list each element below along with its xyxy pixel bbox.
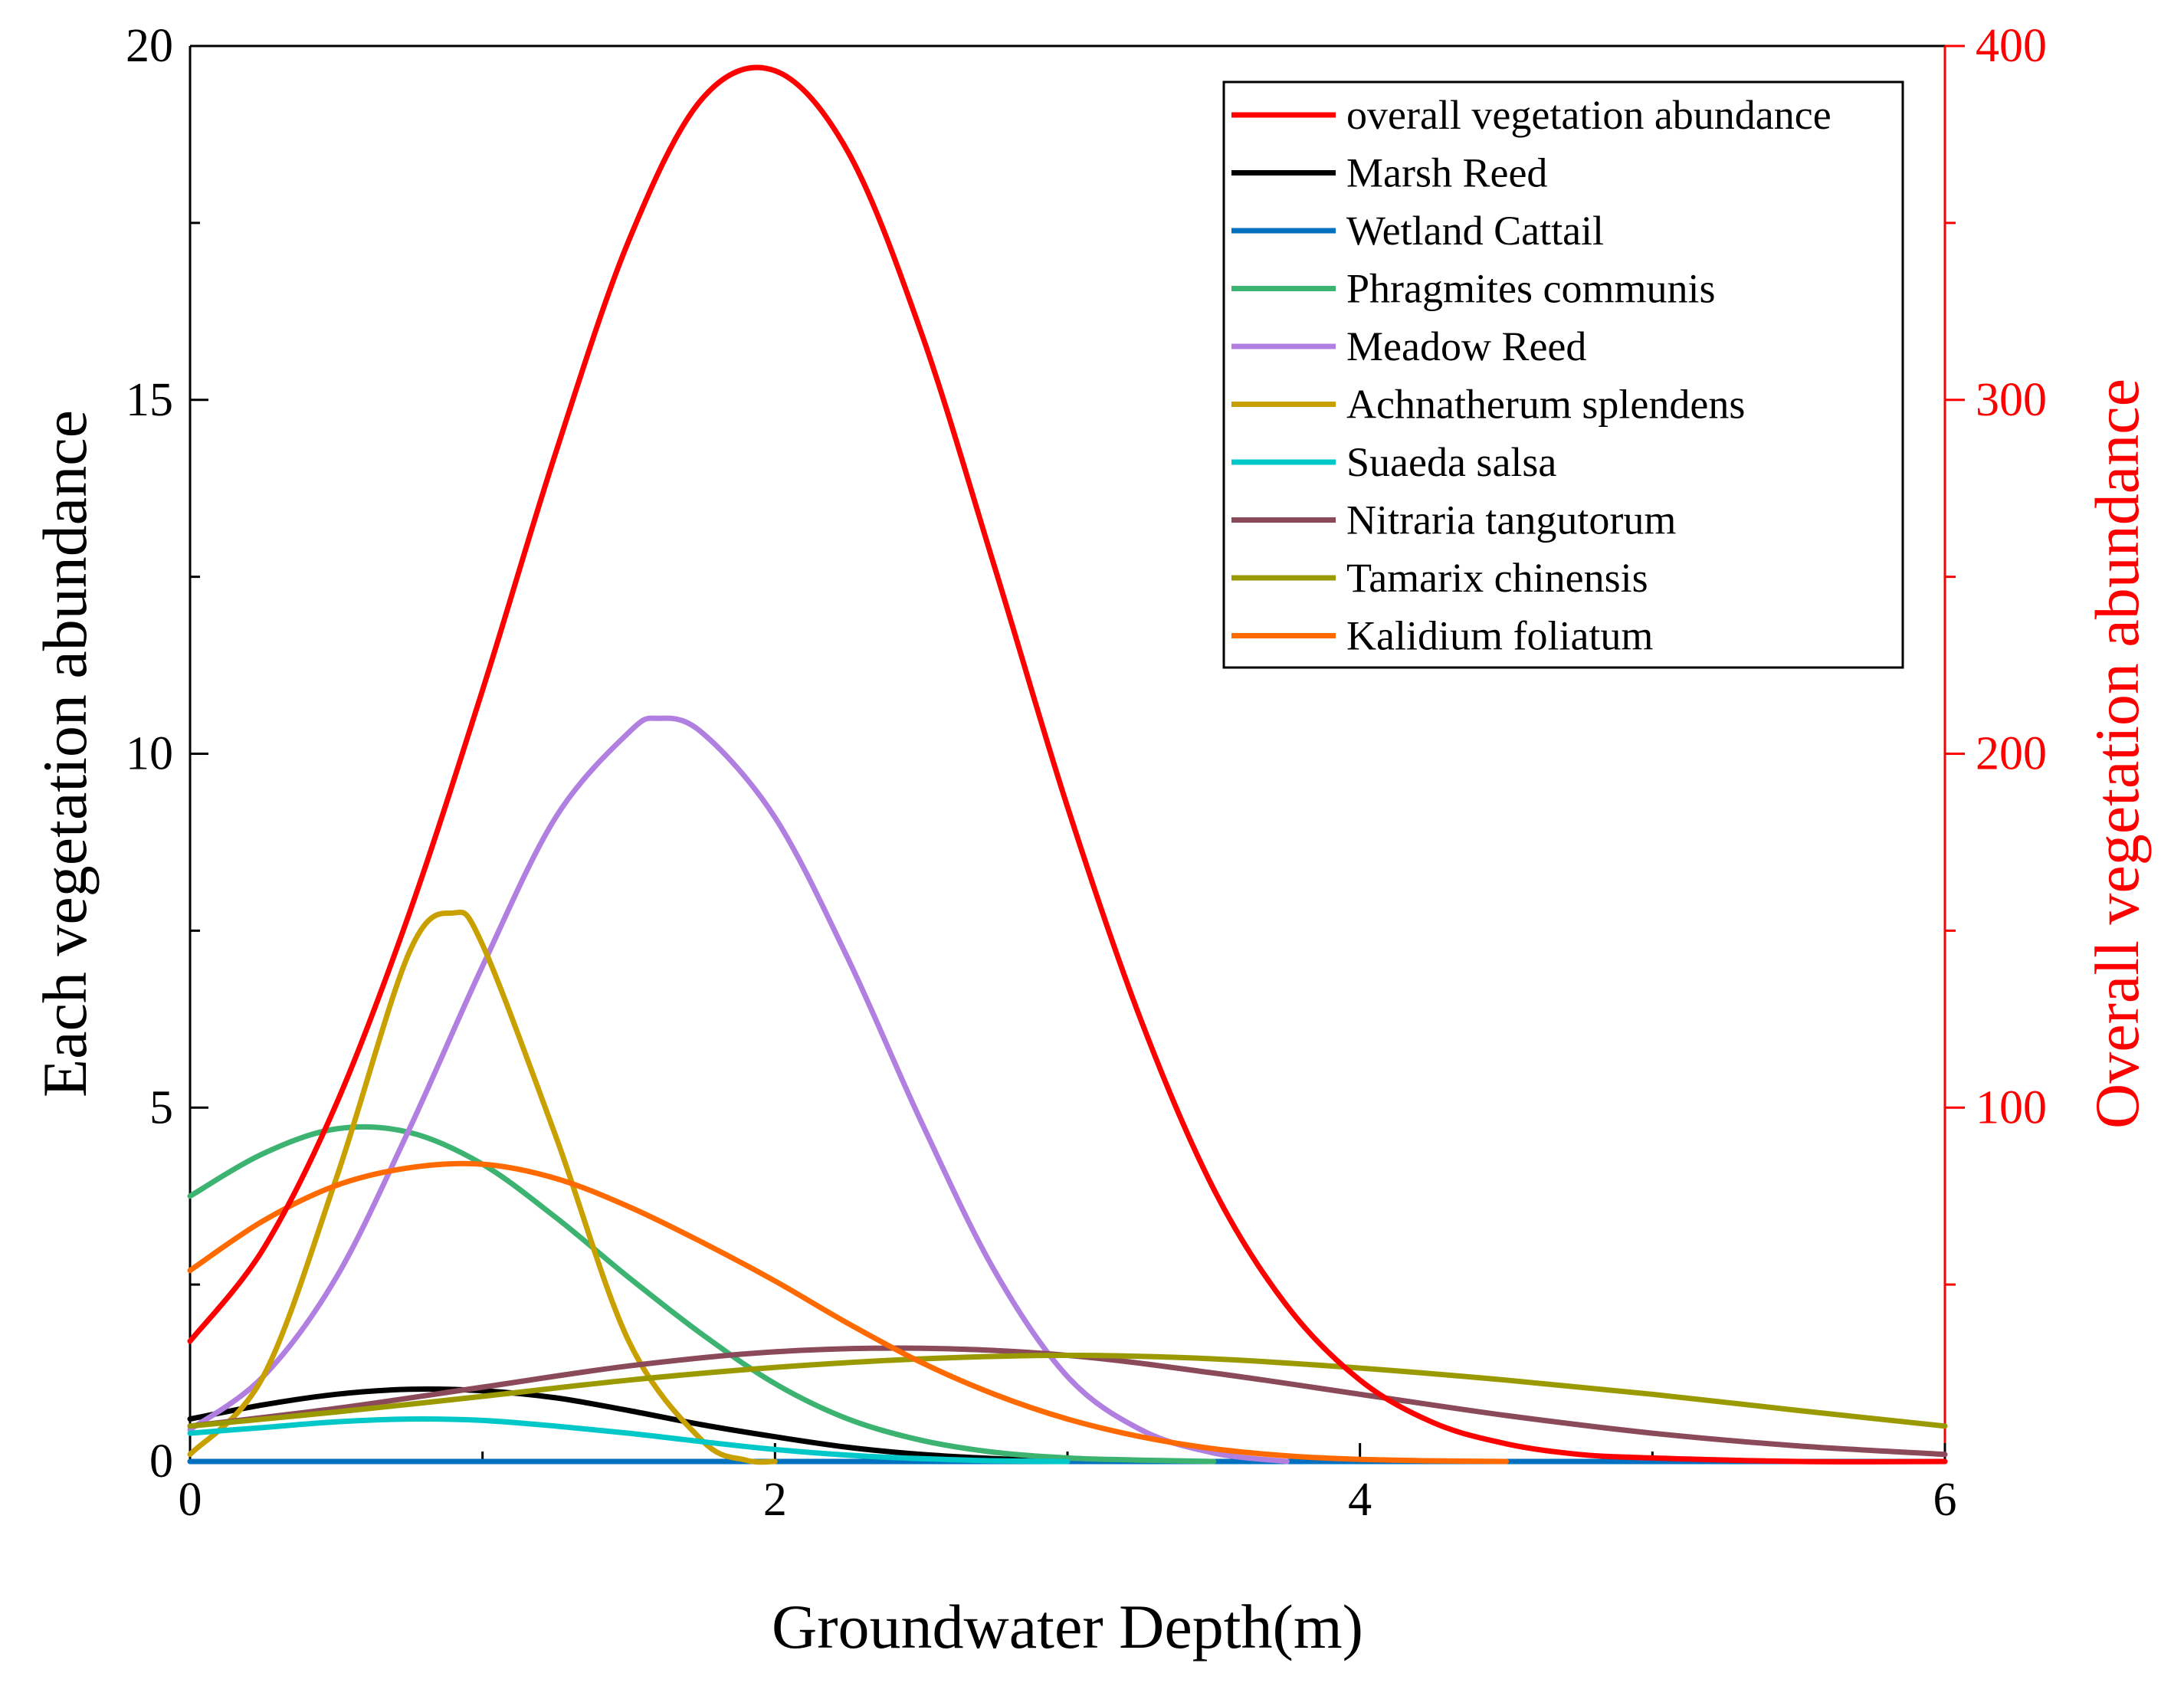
legend: overall vegetation abundance Marsh Reed We… [1222,80,1904,669]
series-line-achnatherum-splendens [187,909,778,1465]
y-axis-right-title: Overall vegetation abundance [2082,379,2152,1129]
y-right-tick-label: 300 [1976,374,2047,426]
y-axis-left-title: Each vegetation abundance [30,410,100,1097]
x-axis-title: Groundwater Depth(m) [772,1592,1363,1662]
y-left-tick-label: 5 [149,1081,173,1133]
y-axis-left: 0 5 10 15 20 [126,20,208,1488]
x-tick-label: 0 [179,1474,202,1526]
series-line-suaeda-salsa [187,1416,1071,1465]
series-line-tamarix-chinensis [187,1353,1948,1429]
legend-label-meadow-reed: Meadow Reed [1346,323,1586,369]
series-line-kalidium-foliatum [187,1160,1509,1465]
x-axis: 0 2 4 6 [179,1443,1957,1526]
x-tick-label: 6 [1933,1474,1957,1526]
series-group [187,64,1948,1465]
legend-label-tamarix-chinensis: Tamarix chinensis [1346,555,1648,601]
series-line-marsh-reed [187,1386,1071,1465]
y-left-tick-label: 20 [126,20,173,72]
legend-label-phragmites-communis: Phragmites communis [1346,266,1715,312]
legend-label-nitraria-tangutorum: Nitraria tangutorum [1346,497,1676,543]
legend-label-kalidium-foliatum: Kalidium foliatum [1346,613,1653,659]
legend-label-achnatherum-splendens: Achnatherum splendens [1346,382,1745,428]
legend-label-wetland-cattail: Wetland Cattail [1346,208,1604,254]
x-tick-label: 4 [1348,1474,1372,1526]
y-left-tick-label: 15 [126,374,173,426]
y-left-tick-label: 0 [149,1435,173,1488]
y-axis-right: 100 200 300 400 [1945,20,2047,1286]
legend-label-marsh-reed: Marsh Reed [1346,150,1547,196]
y-right-tick-label: 400 [1976,20,2047,72]
y-right-tick-label: 200 [1976,728,2047,780]
series-line-meadow-reed [187,715,1290,1465]
legend-label-overall-vegetation-abundance: overall vegetation abundance [1346,92,1831,138]
y-left-tick-label: 10 [126,728,173,780]
y-right-tick-label: 100 [1976,1081,2047,1133]
legend-box [1222,80,1904,669]
series-line-overall-vegetation-abundance [187,64,1948,1465]
x-tick-label: 2 [763,1474,787,1526]
legend-label-suaeda-salsa: Suaeda salsa [1346,439,1556,485]
